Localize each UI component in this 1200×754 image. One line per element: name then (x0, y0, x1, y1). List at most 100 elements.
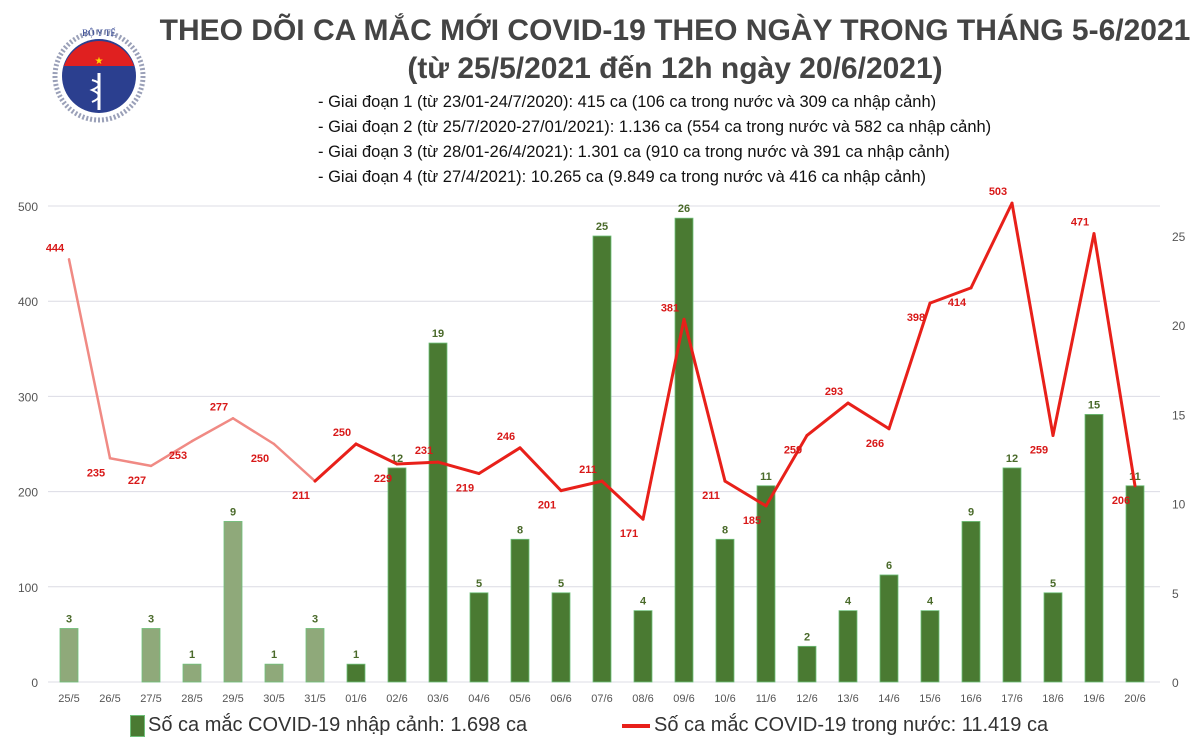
line-segment (108, 457, 153, 468)
bar (838, 610, 858, 683)
line-segment (928, 286, 973, 305)
svg-text:★: ★ (95, 56, 104, 67)
stage-note-3: - Giai đoạn 3 (từ 28/01-26/4/2021): 1.30… (318, 143, 950, 161)
line-data-label: 444 (46, 242, 65, 254)
svg-text:BỘ Y TẾ: BỘ Y TẾ (82, 28, 116, 38)
bar-data-label: 1 (353, 649, 359, 661)
x-tick-label: 12/6 (796, 693, 817, 705)
chart-title: THEO DÕI CA MẮC MỚI COVID-19 THEO NGÀY T… (159, 14, 1191, 47)
bar-data-label: 9 (968, 506, 974, 518)
line-data-label: 250 (333, 427, 351, 439)
line-segment (1051, 232, 1096, 437)
x-tick-label: 25/5 (58, 693, 79, 705)
line-segment (600, 479, 645, 521)
line-segment (436, 460, 481, 476)
line-segment (764, 433, 809, 508)
bar (879, 574, 899, 683)
line-data-label: 211 (702, 490, 720, 502)
x-tick-label: 01/6 (345, 693, 366, 705)
bar-data-label: 1 (189, 649, 195, 661)
bar-data-label: 4 (845, 596, 852, 608)
bar (264, 663, 284, 683)
legend-line-label: Số ca mắc COVID-19 trong nước: 11.419 ca (654, 714, 1049, 736)
line-data-label: 414 (948, 297, 967, 309)
bar-data-label: 12 (1006, 453, 1018, 465)
bar-data-label: 3 (148, 613, 154, 625)
line-segment (190, 417, 235, 443)
x-tick-label: 26/5 (99, 693, 120, 705)
x-tick-label: 06/6 (550, 693, 571, 705)
line-segment (969, 201, 1014, 290)
x-tick-label: 03/6 (427, 693, 448, 705)
stage-note-1: - Giai đoạn 1 (từ 23/01-24/7/2020): 415 … (318, 93, 937, 111)
x-tick-label: 30/5 (263, 693, 284, 705)
line-data-label: 227 (128, 475, 146, 487)
legend-bar-label: Số ca mắc COVID-19 nhập cảnh: 1.698 ca (148, 714, 528, 736)
bar-data-label: 4 (927, 596, 934, 608)
bar-data-label: 8 (722, 524, 728, 536)
x-tick-label: 19/6 (1083, 693, 1104, 705)
bar-data-label: 5 (558, 578, 564, 590)
x-tick-label: 15/6 (919, 693, 940, 705)
bar (59, 628, 79, 683)
bar (469, 592, 489, 683)
bar (1043, 592, 1063, 683)
x-tick-label: 07/6 (591, 693, 612, 705)
line-segment (846, 401, 891, 431)
x-tick-label: 27/5 (140, 693, 161, 705)
line-data-label: 259 (784, 444, 802, 456)
y-left-tick-label: 300 (18, 390, 38, 404)
bar (346, 663, 366, 683)
x-tick-label: 10/6 (714, 693, 735, 705)
bar (797, 645, 817, 683)
line-data-label: 398 (907, 312, 925, 324)
line-data-label: 246 (497, 431, 515, 443)
bar (387, 467, 407, 683)
y-left-tick-label: 500 (18, 200, 38, 214)
line-data-label: 293 (825, 386, 843, 398)
bar (305, 628, 325, 683)
line-segment (477, 446, 522, 476)
x-tick-label: 28/5 (181, 693, 202, 705)
y-left-tick-label: 200 (18, 486, 38, 500)
bar-data-label: 8 (517, 524, 523, 536)
y-left-tick-label: 400 (18, 295, 38, 309)
legend-bar: Số ca mắc COVID-19 nhập cảnh: 1.698 ca (130, 714, 527, 737)
bar-data-label: 4 (640, 596, 647, 608)
line-segment (518, 446, 563, 493)
stage-note-4: - Giai đoạn 4 (từ 27/4/2021): 10.265 ca … (318, 168, 927, 186)
bar (1084, 413, 1104, 683)
line-segment (67, 258, 112, 460)
bar-data-label: 1 (271, 649, 277, 661)
bar-data-label: 5 (1050, 578, 1056, 590)
y-right-tick-label: 10 (1172, 498, 1186, 512)
line-data-label: 259 (1030, 444, 1048, 456)
bar (1125, 485, 1145, 683)
line-data-label: 503 (989, 186, 1007, 198)
line-segment (1010, 201, 1055, 437)
x-tick-label: 13/6 (837, 693, 858, 705)
line-segment (1092, 232, 1137, 488)
bar (1002, 467, 1022, 683)
bar (510, 538, 530, 683)
line-segment (354, 442, 399, 466)
line-data-label: 206 (1112, 495, 1130, 507)
bar (756, 485, 776, 683)
line-data-label: 229 (374, 473, 392, 485)
bar (674, 217, 694, 683)
line-data-label: 171 (620, 528, 638, 540)
y-right-tick-label: 15 (1172, 408, 1186, 422)
chart-subtitle: (từ 25/5/2021 đến 12h ngày 20/6/2021) (407, 52, 943, 85)
bar (961, 521, 981, 683)
y-right-tick-label: 20 (1172, 319, 1186, 333)
line-data-label: 201 (538, 500, 556, 512)
y-left-tick-label: 0 (31, 676, 38, 690)
line-data-label: 219 (456, 483, 474, 495)
stage-note-2: - Giai đoạn 2 (từ 25/7/2020-27/01/2021):… (318, 118, 992, 136)
y-right-tick-label: 0 (1172, 676, 1179, 690)
line-data-label: 250 (251, 453, 269, 465)
x-tick-label: 02/6 (386, 693, 407, 705)
x-tick-label: 05/6 (509, 693, 530, 705)
x-tick-label: 16/6 (960, 693, 981, 705)
